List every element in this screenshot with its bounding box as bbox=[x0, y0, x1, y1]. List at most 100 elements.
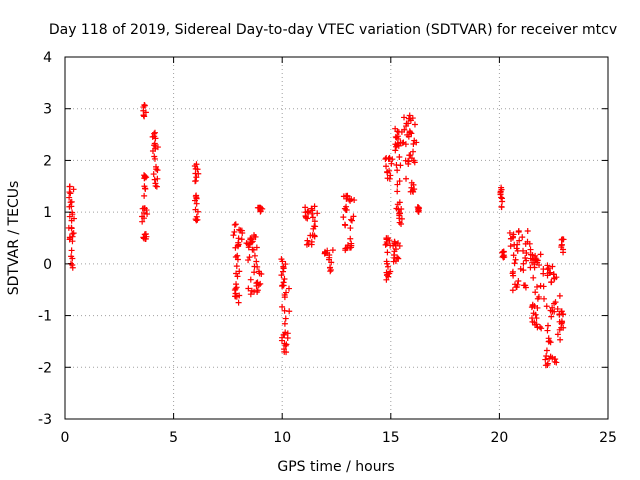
data-point bbox=[311, 218, 318, 225]
data-point bbox=[544, 266, 551, 273]
data-point bbox=[399, 140, 406, 147]
data-point bbox=[143, 174, 150, 181]
data-point bbox=[142, 185, 149, 192]
data-point bbox=[69, 233, 76, 240]
data-point bbox=[384, 263, 391, 270]
data-point bbox=[406, 112, 413, 119]
plot-frame bbox=[64, 56, 609, 420]
data-point bbox=[329, 247, 336, 254]
data-point bbox=[526, 240, 533, 247]
data-point bbox=[343, 195, 350, 202]
data-point bbox=[341, 221, 348, 228]
data-point bbox=[347, 235, 354, 242]
data-point bbox=[193, 213, 200, 220]
data-point bbox=[560, 311, 567, 318]
data-point bbox=[408, 130, 415, 137]
data-point bbox=[557, 336, 564, 343]
data-point bbox=[519, 234, 526, 241]
data-point bbox=[154, 167, 161, 174]
data-point bbox=[348, 244, 355, 251]
data-point bbox=[398, 215, 405, 222]
chart-title: Day 118 of 2019, Sidereal Day-to-day VTE… bbox=[49, 22, 617, 38]
data-point bbox=[304, 237, 311, 244]
data-point bbox=[512, 256, 519, 263]
data-point bbox=[390, 251, 397, 258]
data-point bbox=[194, 166, 201, 173]
x-tick-label: 5 bbox=[169, 430, 178, 446]
grid-lines bbox=[65, 57, 608, 419]
y-tick-label: -3 bbox=[38, 412, 52, 428]
data-point bbox=[66, 203, 73, 210]
data-point bbox=[257, 204, 264, 211]
data-point bbox=[326, 251, 333, 258]
data-point bbox=[389, 156, 396, 163]
data-point bbox=[500, 248, 507, 255]
data-point bbox=[537, 251, 544, 258]
data-point bbox=[194, 216, 201, 223]
data-point bbox=[540, 283, 547, 290]
data-point bbox=[350, 213, 357, 220]
data-point bbox=[67, 199, 74, 206]
data-point bbox=[411, 186, 418, 193]
data-point bbox=[537, 323, 544, 330]
data-point bbox=[246, 254, 253, 261]
data-point bbox=[549, 308, 556, 315]
data-point bbox=[383, 276, 390, 283]
data-point bbox=[192, 177, 199, 184]
data-point bbox=[281, 340, 288, 347]
data-point bbox=[393, 161, 400, 168]
data-point bbox=[523, 249, 530, 256]
data-point bbox=[285, 285, 292, 292]
x-tick-label: 25 bbox=[599, 430, 617, 446]
x-axis-label: GPS time / hours bbox=[277, 459, 394, 475]
data-point bbox=[142, 109, 149, 116]
data-point bbox=[66, 194, 73, 201]
data-point bbox=[549, 263, 556, 270]
data-point bbox=[558, 236, 565, 243]
data-point bbox=[510, 231, 517, 238]
data-point bbox=[384, 249, 391, 256]
data-point bbox=[513, 245, 520, 252]
data-point bbox=[66, 183, 73, 190]
y-tick-label: -1 bbox=[38, 309, 52, 325]
data-point bbox=[237, 227, 244, 234]
data-point bbox=[254, 287, 261, 294]
data-point bbox=[351, 197, 358, 204]
data-point bbox=[69, 264, 76, 271]
data-point bbox=[534, 304, 541, 311]
data-point bbox=[151, 176, 158, 183]
data-point bbox=[392, 147, 399, 154]
x-tick-label: 0 bbox=[61, 430, 70, 446]
data-point bbox=[394, 133, 401, 140]
data-point bbox=[515, 227, 522, 234]
data-point bbox=[193, 161, 200, 168]
data-point bbox=[532, 311, 539, 318]
data-point bbox=[533, 315, 540, 322]
data-point bbox=[507, 235, 514, 242]
y-tick-labels: -3 -2 -1 0 1 2 3 4 bbox=[38, 50, 52, 428]
data-point bbox=[384, 169, 391, 176]
data-point bbox=[328, 259, 335, 266]
data-point bbox=[279, 303, 286, 310]
data-point bbox=[407, 188, 414, 195]
data-point bbox=[283, 349, 290, 356]
data-point bbox=[305, 209, 312, 216]
data-point bbox=[245, 257, 252, 264]
data-point bbox=[141, 192, 148, 199]
data-point bbox=[304, 208, 311, 215]
data-point bbox=[384, 260, 391, 267]
data-point bbox=[405, 161, 412, 168]
data-point bbox=[402, 157, 409, 164]
data-point bbox=[232, 290, 239, 297]
data-point bbox=[554, 305, 561, 312]
data-point bbox=[141, 102, 148, 109]
data-point bbox=[558, 320, 565, 327]
x-tick-label: 10 bbox=[273, 430, 291, 446]
data-point bbox=[385, 273, 392, 280]
axis-ticks bbox=[64, 56, 609, 420]
y-tick-label: 2 bbox=[43, 153, 52, 169]
data-point bbox=[154, 175, 161, 182]
data-point bbox=[67, 190, 74, 197]
data-point bbox=[396, 199, 403, 206]
data-point bbox=[517, 265, 524, 272]
